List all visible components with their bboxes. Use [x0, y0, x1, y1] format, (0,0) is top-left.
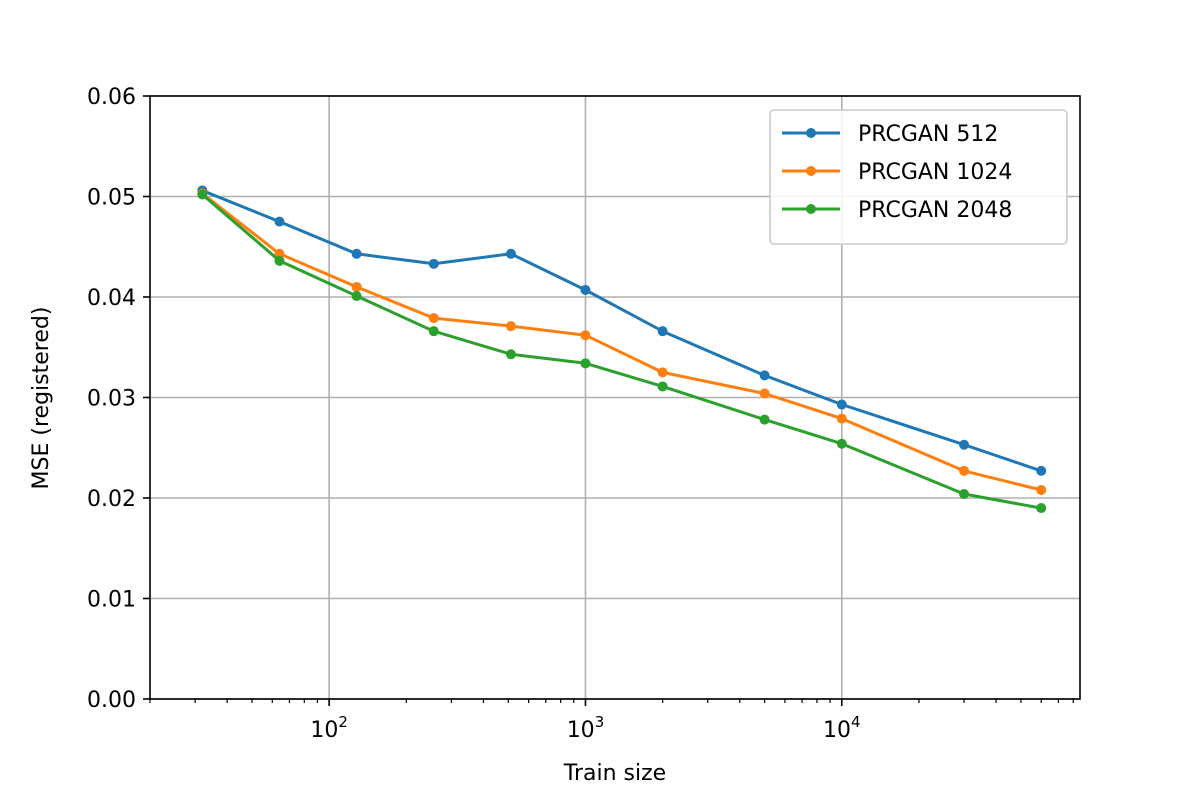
x-tick-base: 10	[823, 718, 851, 743]
legend: PRCGAN 512 PRCGAN 1024 PRCGAN 2048	[769, 109, 1068, 245]
data-point	[505, 349, 516, 360]
legend-label: PRCGAN 2048	[858, 198, 1012, 223]
y-tick-label: 0.04	[87, 286, 136, 311]
data-point	[351, 281, 362, 292]
data-point	[428, 326, 439, 337]
x-tick-label: 102	[310, 713, 348, 743]
x-tick-label: 103	[567, 713, 605, 743]
legend-marker	[806, 128, 816, 138]
data-point	[428, 258, 439, 269]
data-point	[274, 255, 285, 266]
data-point	[351, 290, 362, 301]
data-point	[657, 381, 668, 392]
data-point	[351, 248, 362, 259]
x-tick-exponent: 3	[595, 713, 605, 731]
data-point	[505, 248, 516, 259]
data-point	[580, 284, 591, 295]
legend-box	[769, 109, 1068, 245]
data-point	[197, 189, 208, 200]
y-tick-label: 0.05	[87, 186, 136, 211]
series-lines	[197, 185, 1047, 514]
legend-marker	[806, 204, 816, 214]
data-point	[505, 321, 516, 332]
y-axis-title: MSE (registered)	[29, 307, 54, 490]
data-point	[836, 399, 847, 410]
data-point	[657, 367, 668, 378]
data-point	[274, 248, 285, 259]
x-tick-label: 104	[823, 713, 861, 743]
data-point	[759, 414, 770, 425]
legend-marker	[806, 166, 816, 176]
data-point	[959, 488, 970, 499]
data-point	[274, 216, 285, 227]
x-tick-base: 10	[310, 718, 338, 743]
data-point	[1036, 465, 1047, 476]
data-point	[959, 465, 970, 476]
data-point	[580, 358, 591, 369]
y-tick-label: 0.02	[87, 487, 136, 512]
data-point	[1036, 484, 1047, 495]
x-tick-exponent: 2	[338, 713, 348, 731]
data-point	[1036, 503, 1047, 514]
data-point	[657, 326, 668, 337]
data-point	[959, 439, 970, 450]
data-point	[428, 313, 439, 324]
data-point	[836, 438, 847, 449]
legend-label: PRCGAN 512	[858, 122, 998, 147]
y-tick-label: 0.01	[87, 588, 136, 613]
data-point	[580, 330, 591, 341]
data-point	[759, 388, 770, 399]
y-tick-label: 0.03	[87, 387, 136, 412]
legend-label: PRCGAN 1024	[858, 160, 1012, 185]
y-tick-label: 0.00	[87, 688, 136, 713]
x-tick-exponent: 4	[851, 713, 861, 731]
data-point	[759, 370, 770, 381]
data-point	[836, 413, 847, 424]
x-tick-base: 10	[567, 718, 595, 743]
x-axis-title: Train size	[563, 761, 666, 786]
y-tick-label: 0.06	[87, 85, 136, 110]
